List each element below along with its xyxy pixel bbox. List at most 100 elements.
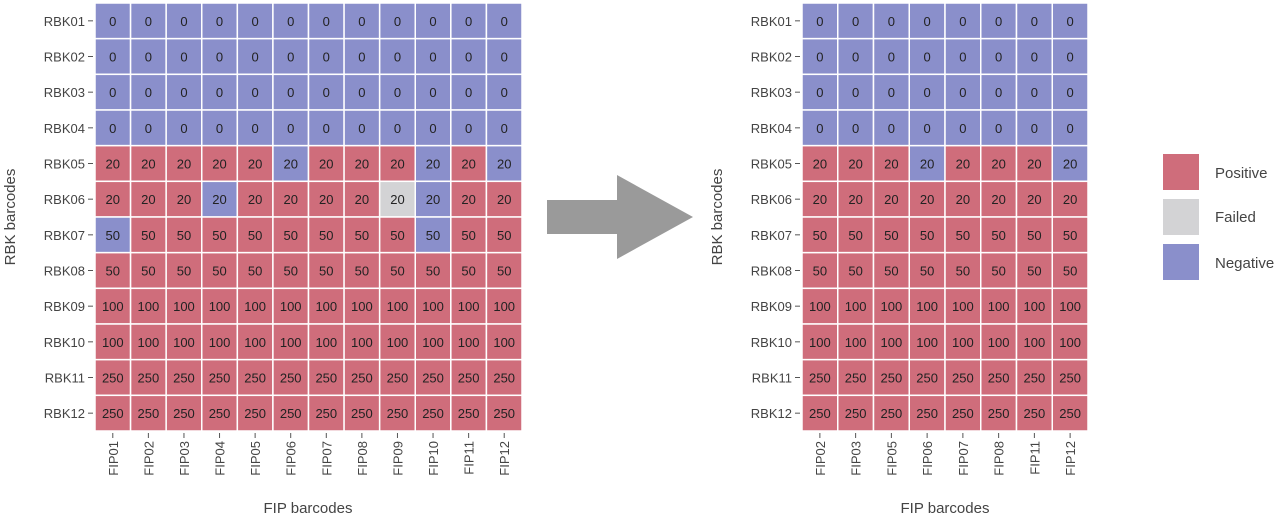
heatmap-cell — [450, 394, 488, 432]
cell-value-label: 0 — [888, 50, 895, 65]
cell-value-label: 100 — [493, 299, 515, 314]
heatmap-cell — [201, 180, 239, 218]
cell-value-label: 0 — [145, 85, 152, 100]
cell-value-label: 0 — [287, 50, 294, 65]
x-tick-label: FIP12 — [497, 441, 512, 476]
heatmap-cell — [944, 73, 982, 111]
legend-swatch-negative — [1163, 244, 1199, 280]
cell-value-label: 250 — [138, 371, 160, 386]
heatmap-cell — [307, 287, 345, 325]
cell-value-label: 50 — [848, 264, 862, 279]
cell-value-label: 250 — [315, 406, 337, 421]
x-tick-label: FIP06 — [920, 441, 935, 476]
cell-value-label: 20 — [956, 157, 970, 172]
cell-value-label: 0 — [1067, 85, 1074, 100]
cell-value-label: 50 — [497, 228, 511, 243]
heatmap-cell — [307, 180, 345, 218]
cell-value-label: 0 — [109, 121, 116, 136]
heatmap-cell — [485, 73, 523, 111]
cell-value-label: 100 — [387, 299, 409, 314]
x-tick-label: FIP07 — [319, 441, 334, 476]
cell-value-label: 20 — [848, 192, 862, 207]
cell-value-label: 100 — [845, 299, 867, 314]
cell-value-label: 50 — [390, 264, 404, 279]
cell-value-label: 250 — [493, 406, 515, 421]
heatmap-cell — [307, 144, 345, 183]
cell-value-label: 20 — [248, 192, 262, 207]
cell-value-label: 0 — [1031, 50, 1038, 65]
cell-value-label: 100 — [458, 335, 480, 350]
cell-value-label: 50 — [848, 228, 862, 243]
heatmap-cell — [485, 394, 523, 432]
heatmap-cell — [94, 251, 132, 290]
cell-value-label: 20 — [426, 157, 440, 172]
heatmap-cell — [801, 37, 839, 76]
heatmap-cell — [129, 37, 167, 76]
y-tick-label: RBK04 — [44, 121, 85, 136]
heatmap-cell — [980, 109, 1018, 147]
cell-value-label: 250 — [387, 406, 409, 421]
cell-value-label: 20 — [248, 157, 262, 172]
cell-value-label: 0 — [109, 50, 116, 65]
y-tick-label: RBK02 — [44, 50, 85, 65]
cell-value-label: 0 — [1067, 14, 1074, 29]
heatmap-cell — [307, 251, 345, 290]
cell-value-label: 100 — [1059, 335, 1081, 350]
legend: Positive Failed Negative — [1163, 154, 1274, 280]
cell-value-label: 0 — [180, 121, 187, 136]
heatmap-cell — [944, 2, 982, 40]
y-tick-label: RBK02 — [751, 50, 792, 65]
heatmap-cell — [450, 358, 488, 397]
heatmap-cell — [94, 109, 132, 147]
cell-value-label: 50 — [355, 228, 369, 243]
heatmap-cell — [1015, 251, 1053, 290]
cell-value-label: 0 — [959, 85, 966, 100]
heatmap-cell — [1015, 216, 1053, 254]
cell-value-label: 0 — [995, 50, 1002, 65]
cell-value-label: 0 — [995, 121, 1002, 136]
heatmap-cell — [801, 144, 839, 183]
cell-value-label: 100 — [138, 299, 160, 314]
cell-value-label: 50 — [319, 228, 333, 243]
cell-value-label: 50 — [956, 264, 970, 279]
cell-value-label: 0 — [109, 85, 116, 100]
cell-value-label: 50 — [248, 264, 262, 279]
cell-value-label: 20 — [920, 192, 934, 207]
cell-value-label: 20 — [1027, 157, 1041, 172]
cell-value-label: 50 — [920, 264, 934, 279]
heatmap-cell — [450, 37, 488, 76]
cell-value-label: 0 — [252, 121, 259, 136]
heatmap-cell — [165, 73, 203, 111]
cell-value-label: 0 — [323, 50, 330, 65]
cell-value-label: 0 — [501, 50, 508, 65]
cell-value-label: 250 — [881, 406, 903, 421]
cell-value-label: 50 — [426, 264, 440, 279]
cell-value-label: 0 — [287, 14, 294, 29]
x-tick-label: FIP08 — [992, 441, 1007, 476]
y-tick-label: RBK03 — [751, 85, 792, 100]
heatmap-cell — [1051, 144, 1089, 183]
cell-value-label: 0 — [465, 50, 472, 65]
heatmap-cell — [872, 144, 910, 183]
heatmap-cell — [94, 287, 132, 325]
cell-value-label: 50 — [884, 264, 898, 279]
cell-value-label: 250 — [809, 371, 831, 386]
cell-value-label: 100 — [845, 335, 867, 350]
cell-value-label: 250 — [209, 406, 231, 421]
cell-value-label: 20 — [461, 157, 475, 172]
heatmap-cell — [837, 73, 875, 111]
cell-value-label: 250 — [1024, 406, 1046, 421]
cell-value-label: 100 — [952, 335, 974, 350]
cell-value-label: 0 — [995, 14, 1002, 29]
cell-value-label: 20 — [106, 192, 120, 207]
x-tick-label: FIP05 — [884, 441, 899, 476]
cell-value-label: 50 — [212, 228, 226, 243]
x-tick-label: FIP05 — [248, 441, 263, 476]
heatmap-cell — [1051, 394, 1089, 432]
cell-value-label: 100 — [809, 299, 831, 314]
cell-value-label: 250 — [315, 371, 337, 386]
cell-value-label: 250 — [351, 406, 373, 421]
heatmap-cell — [908, 2, 946, 40]
cell-value-label: 0 — [323, 85, 330, 100]
x-axis-label: FIP barcodes — [901, 500, 990, 517]
